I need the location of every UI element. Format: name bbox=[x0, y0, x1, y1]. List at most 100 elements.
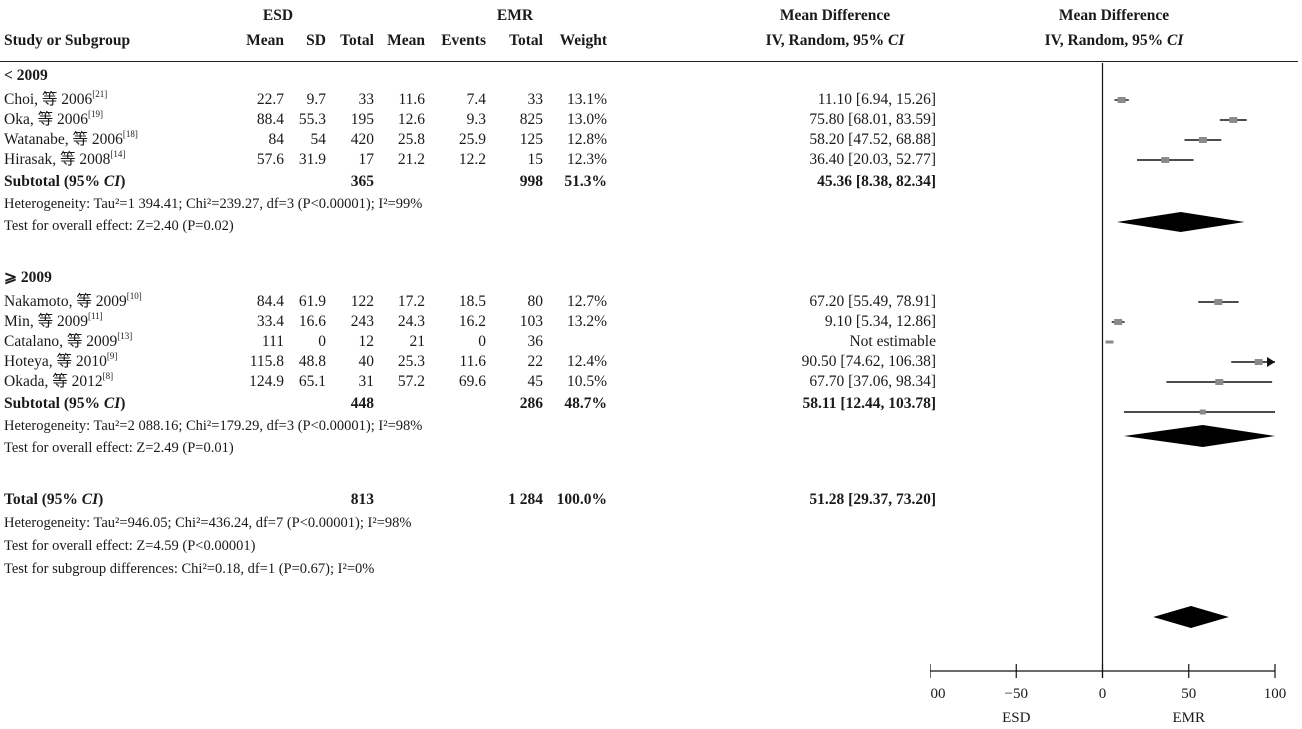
subtotal-label: Subtotal (95% CI) bbox=[4, 173, 126, 190]
plot-header-top: Mean Difference bbox=[1058, 7, 1170, 24]
subtotal-diamond bbox=[1123, 425, 1275, 447]
emr-events: 7.4 bbox=[466, 91, 486, 108]
subtotal-emr-total: 286 bbox=[519, 395, 543, 412]
total-weight: 100.0% bbox=[556, 491, 607, 508]
esd-mean: 88.4 bbox=[256, 111, 284, 128]
emr-total: 125 bbox=[519, 131, 543, 148]
weight: 12.3% bbox=[566, 151, 607, 168]
emr-total: 22 bbox=[527, 353, 544, 370]
esd-mean: 115.8 bbox=[249, 353, 284, 370]
esd-sd: 55.3 bbox=[298, 111, 326, 128]
mean-difference-ci: 11.10 [6.94, 15.26] bbox=[817, 91, 936, 108]
weight: 13.0% bbox=[566, 111, 607, 128]
subtotal-marker bbox=[1199, 409, 1206, 415]
total-label: Total (95% CI) bbox=[4, 491, 104, 508]
favours-esd-label: ESD bbox=[1002, 710, 1031, 726]
emr-events: 25.9 bbox=[458, 131, 486, 148]
emr-events: 12.2 bbox=[458, 151, 486, 168]
esd-sd: 0 bbox=[318, 333, 326, 350]
total-overall-effect-text: Test for overall effect: Z=4.59 (P<0.000… bbox=[4, 538, 256, 554]
emr-events: 69.6 bbox=[458, 373, 486, 390]
emr-total: 45 bbox=[527, 373, 544, 390]
esd-mean: 57.6 bbox=[256, 151, 284, 168]
emr-group-header: EMR bbox=[496, 7, 534, 24]
subtotal-esd-total: 365 bbox=[350, 173, 374, 190]
emr-total: 103 bbox=[519, 313, 543, 330]
subtotal-esd-total: 448 bbox=[350, 395, 374, 412]
study-marker bbox=[1229, 117, 1238, 123]
x-tick-label: 100 bbox=[1264, 686, 1287, 702]
subgroup-differences-text: Test for subgroup differences: Chi²=0.18… bbox=[4, 561, 375, 577]
heterogeneity-text: Heterogeneity: Tau²=2 088.16; Chi²=179.2… bbox=[4, 418, 423, 434]
mean-difference-ci: 36.40 [20.03, 52.77] bbox=[809, 151, 936, 168]
emr-total: 15 bbox=[527, 151, 544, 168]
study-marker bbox=[1254, 359, 1263, 365]
subtotal-ci: 45.36 [8.38, 82.34] bbox=[817, 173, 936, 190]
mean-difference-ci: 90.50 [74.62, 106.38] bbox=[801, 353, 936, 370]
esd-sd: 61.9 bbox=[298, 293, 326, 310]
study-marker bbox=[1117, 97, 1126, 103]
esd-sd: 9.7 bbox=[306, 91, 326, 108]
total-esd-total: 813 bbox=[350, 491, 374, 508]
subtotal-weight: 51.3% bbox=[564, 173, 607, 190]
study-marker bbox=[1215, 379, 1224, 385]
esd-total: 195 bbox=[350, 111, 374, 128]
study-name: Choi, 等 2006[21] bbox=[4, 89, 108, 109]
emr-events: 18.5 bbox=[458, 293, 486, 310]
weight: 12.8% bbox=[566, 131, 607, 148]
x-tick-label: 0 bbox=[1099, 686, 1107, 702]
emr-total: 80 bbox=[527, 293, 544, 310]
esd-total: 420 bbox=[350, 131, 374, 148]
esd-mean: 84.4 bbox=[256, 293, 284, 310]
study-name: Min, 等 2009[11] bbox=[4, 311, 103, 331]
header-rule bbox=[0, 61, 1298, 62]
emr-events: 9.3 bbox=[466, 111, 486, 128]
emr-mean: 12.6 bbox=[397, 111, 425, 128]
esd-mean: 111 bbox=[261, 333, 284, 350]
group-title: ⩾ 2009 bbox=[4, 269, 52, 286]
emr-total: 825 bbox=[519, 111, 543, 128]
study-name: Nakamoto, 等 2009[10] bbox=[4, 291, 142, 311]
col-total-header: Total bbox=[340, 32, 374, 49]
mean-difference-ci: Not estimable bbox=[849, 333, 936, 350]
emr-events: 16.2 bbox=[458, 313, 486, 330]
col-mean2-header: Mean bbox=[387, 32, 425, 49]
esd-group-header: ESD bbox=[262, 7, 294, 24]
esd-sd: 54 bbox=[310, 131, 327, 148]
md-header-sub: IV, Random, 95% CI bbox=[765, 32, 905, 49]
weight: 12.7% bbox=[566, 293, 607, 310]
study-name: Oka, 等 2006[19] bbox=[4, 109, 103, 129]
esd-mean: 124.9 bbox=[249, 373, 284, 390]
md-header-top: Mean Difference bbox=[779, 7, 891, 24]
study-name: Hirasak, 等 2008[14] bbox=[4, 149, 126, 169]
group-title: < 2009 bbox=[4, 67, 48, 84]
col-study-header: Study or Subgroup bbox=[4, 32, 131, 49]
weight: 10.5% bbox=[566, 373, 607, 390]
study-name: Hoteya, 等 2010[9] bbox=[4, 351, 118, 371]
ci-overflow-arrow bbox=[1267, 357, 1275, 367]
subtotal-label: Subtotal (95% CI) bbox=[4, 395, 126, 412]
esd-total: 17 bbox=[358, 151, 375, 168]
total-diamond bbox=[1153, 606, 1229, 628]
emr-events: 11.6 bbox=[459, 353, 486, 370]
x-tick-label: 50 bbox=[1181, 686, 1196, 702]
col-mean-header: Mean bbox=[246, 32, 284, 49]
weight: 13.2% bbox=[566, 313, 607, 330]
esd-total: 12 bbox=[358, 333, 375, 350]
esd-mean: 84 bbox=[268, 131, 285, 148]
study-marker bbox=[1198, 137, 1207, 143]
forest-plot: −100 −50 0 50 100 ESD EMR bbox=[930, 63, 1287, 726]
esd-sd: 65.1 bbox=[298, 373, 326, 390]
esd-total: 31 bbox=[358, 373, 375, 390]
esd-mean: 22.7 bbox=[256, 91, 284, 108]
study-marker bbox=[1161, 157, 1170, 163]
weight: 13.1% bbox=[566, 91, 607, 108]
col-weight-header: Weight bbox=[559, 32, 607, 49]
esd-sd: 48.8 bbox=[298, 353, 326, 370]
overall-effect-text: Test for overall effect: Z=2.49 (P=0.01) bbox=[4, 440, 234, 456]
esd-mean: 33.4 bbox=[256, 313, 284, 330]
weight: 12.4% bbox=[566, 353, 607, 370]
study-marker bbox=[1105, 340, 1114, 344]
total-emr-total: 1 284 bbox=[508, 491, 543, 508]
esd-sd: 31.9 bbox=[298, 151, 326, 168]
